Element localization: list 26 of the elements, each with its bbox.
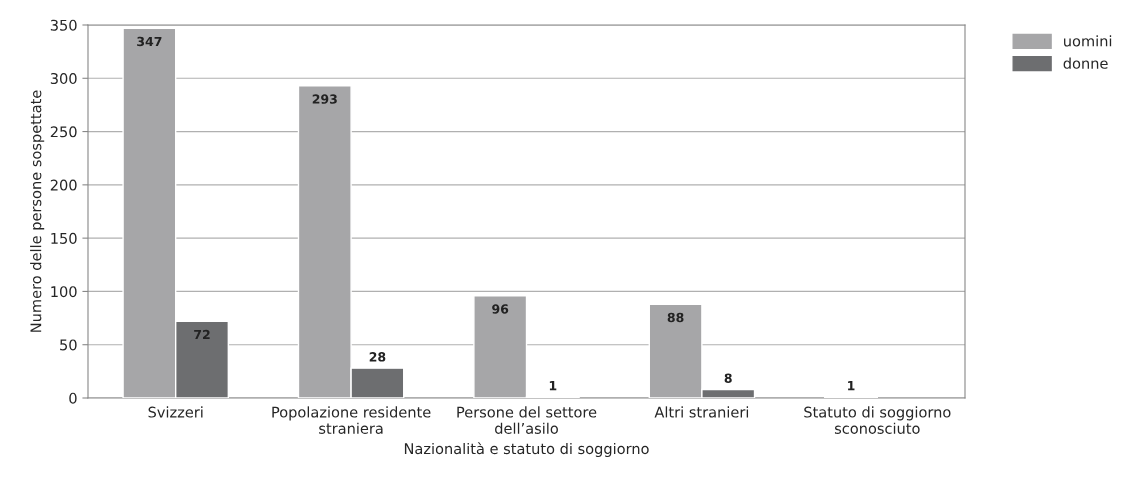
y-tick-label: 0	[69, 392, 77, 404]
y-tick-label: 200	[50, 179, 77, 191]
data-label: 1	[848, 381, 855, 391]
x-tick-label: Altri stranieri	[654, 406, 749, 418]
data-label: 293	[312, 94, 337, 104]
y-tick-label: 350	[50, 19, 77, 31]
y-tick-label: 50	[60, 339, 77, 351]
x-tick-label: Statuto di soggiorno sconosciuto	[804, 406, 951, 434]
x-tick-label: Popolazione residente straniera	[272, 406, 431, 434]
data-label: 28	[369, 352, 386, 362]
data-label: 72	[194, 329, 210, 340]
y-axis-title: Numero delle persone sospettate	[30, 90, 45, 332]
y-tick-label: 150	[51, 232, 77, 244]
y-tick-label: 250	[50, 126, 77, 138]
data-label: 1	[549, 381, 557, 391]
y-tick-label: 100	[51, 286, 77, 298]
x-tick-label: Persone del settore dell’asilo	[457, 406, 597, 434]
legend-label: donne	[1063, 57, 1108, 69]
legend-label: uomini	[1064, 35, 1112, 47]
y-tick-label: 300	[50, 73, 77, 85]
x-axis-title: Nazionalità e statuto di soggiorno	[404, 442, 649, 458]
data-label: 96	[492, 304, 509, 314]
data-label: 88	[667, 312, 684, 323]
x-tick-label: Svizzeri	[148, 406, 203, 418]
data-label: 8	[724, 373, 732, 383]
data-label: 347	[137, 36, 162, 47]
